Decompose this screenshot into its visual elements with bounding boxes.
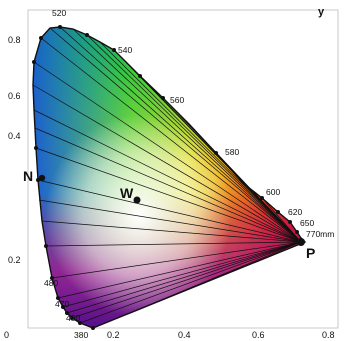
locus-dot [61,305,65,309]
locus-dot [112,48,116,52]
chord-line [86,34,302,243]
plot-frame [27,9,339,329]
chord-line [66,241,302,314]
y-tick-label: 0.2 [8,255,21,265]
spectral-point-label: N [23,168,33,184]
chord-line [71,241,302,319]
locus-dot [50,276,54,280]
chord-line [57,241,302,299]
chord-line [33,61,302,243]
x-tick-label: 0 [4,330,9,340]
chord-line [79,241,302,324]
locus-dot [44,244,48,248]
chord-line [41,220,302,243]
wavelength-label-650: 650 [300,218,314,228]
chord-line [99,41,302,243]
chord-line [261,197,302,243]
locus-dot [34,146,38,150]
y-axis-title: y [318,6,325,18]
purple-point-marker [297,238,305,246]
locus-fill [33,27,305,328]
chord-line [33,109,302,243]
spectral-locus [32,26,307,329]
purple-point-label: P [306,245,315,261]
chord-line [62,241,302,308]
wavelength-label-620: 620 [288,207,302,217]
locus-dot [70,316,74,320]
locus-dot [65,311,69,315]
x-tick-label: 0.8 [322,330,335,340]
wavelength-label-380: 380 [74,330,88,340]
chord-line [72,28,302,243]
x-tick-label: 0.4 [178,330,191,340]
locus-dot [288,220,292,224]
chord-line [40,37,302,243]
y-tick-label: 0.8 [8,35,21,45]
wavelength-label-580: 580 [225,147,239,157]
locus-dot [161,96,165,100]
chord-line [242,182,302,243]
wavelength-label-770mm: 770mm [306,229,334,239]
chord-line [37,179,302,243]
locus-dot [295,230,299,234]
locus-dot [85,33,89,37]
locus-dot [260,196,264,200]
wavelength-label-540: 540 [118,45,132,55]
locus-dot [91,326,95,330]
chord-line [45,241,302,247]
locus-dot [276,210,280,214]
locus-dot [56,296,60,300]
chord-line [49,27,302,243]
x-tick-label: 0.2 [107,330,120,340]
chord-line [35,147,302,243]
locus-dots [32,25,299,330]
wavelength-label-480: 480 [44,278,58,288]
chord-line [51,241,302,279]
white-point-marker [133,196,141,204]
chord-line [32,84,302,243]
white-point-label: W [120,185,134,201]
y-tick-label: 0.6 [8,91,21,101]
locus-dot [214,151,218,155]
x-tick-label: 0.6 [252,330,265,340]
locus-dot [58,25,62,29]
chord-line [59,26,302,243]
wavelength-label-450: 450 [66,313,80,323]
locus-dot [138,74,142,78]
wavelength-label-520: 520 [52,8,66,18]
locus-dot [78,321,82,325]
wavelength-label-600: 600 [266,187,280,197]
chord-line [38,199,302,243]
chord-line [34,127,302,243]
y-tick-label: 0.4 [8,131,21,141]
wavelength-label-470: 470 [55,299,69,309]
spectral-point-marker [38,174,46,182]
wavelength-label-560: 560 [170,95,184,105]
locus-dot [32,60,36,64]
locus-dot [39,36,43,40]
